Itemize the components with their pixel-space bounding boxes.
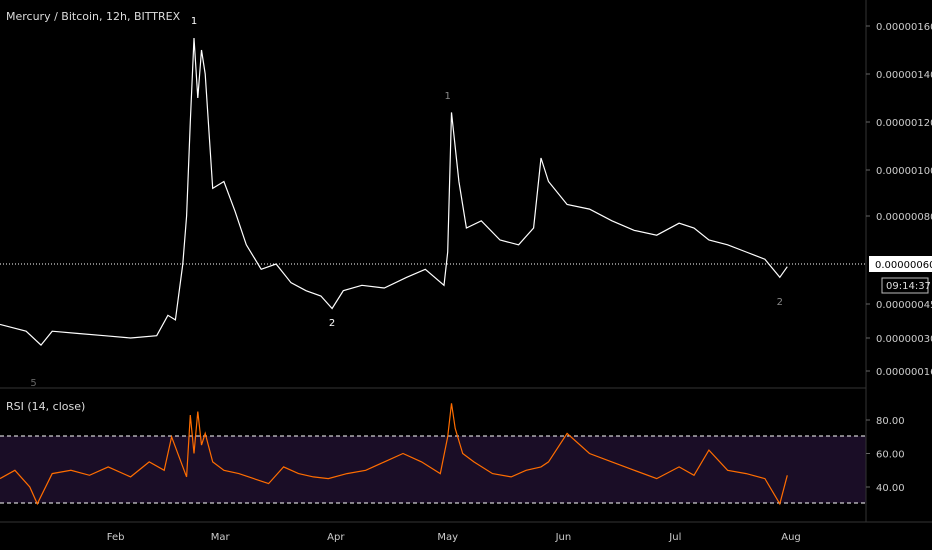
rsi-line bbox=[0, 403, 788, 506]
time-tick-label: Mar bbox=[211, 532, 231, 543]
chart-title: Mercury / Bitcoin, 12h, BITTREX bbox=[6, 10, 181, 23]
time-tick-label: Aug bbox=[781, 532, 801, 543]
price-axis: 0.00000160 0.00000140 0.00000120 0.00000100… bbox=[866, 22, 932, 378]
price-tick-label: 0.00000045 bbox=[876, 300, 932, 311]
rsi-tick-label: 80.00 bbox=[876, 416, 905, 427]
rsi-tick-label: 60.00 bbox=[876, 450, 905, 461]
wave-label: 1 bbox=[191, 16, 197, 27]
time-axis: Feb Mar Apr May Jun Jul Aug bbox=[107, 532, 801, 543]
time-tick-label: Apr bbox=[327, 532, 345, 543]
current-price-box bbox=[869, 256, 932, 272]
price-tick-label: 0.00000080 bbox=[876, 212, 932, 223]
price-tick-label: 0.00000120 bbox=[876, 118, 932, 129]
price-tick-label: 0.00000140 bbox=[876, 70, 932, 81]
countdown-box bbox=[881, 277, 929, 294]
time-tick-label: Jul bbox=[668, 532, 681, 543]
rsi-axis: 80.00 60.00 40.00 bbox=[866, 416, 905, 494]
price-tick-label: 0.00000030 bbox=[876, 334, 932, 345]
time-tick-label: Jun bbox=[555, 532, 572, 543]
price-tick-label: 0.00000100 bbox=[876, 166, 932, 177]
countdown-label: 09:14:37 bbox=[886, 281, 931, 292]
wave-label: 2 bbox=[329, 318, 335, 329]
rsi-title: RSI (14, close) bbox=[6, 400, 86, 413]
time-tick-label: Feb bbox=[107, 532, 125, 543]
price-tick-label: 0.00000160 bbox=[876, 22, 932, 33]
wave-label: 5 bbox=[30, 378, 36, 389]
wave-annotations: 1 2 1 2 5 bbox=[30, 16, 783, 389]
wave-label: 1 bbox=[445, 91, 451, 102]
price-tick-label: 0.00000016 bbox=[876, 367, 932, 378]
rsi-tick-label: 40.00 bbox=[876, 483, 905, 494]
price-line bbox=[0, 37, 788, 346]
current-price-label: 0.00000060 bbox=[875, 260, 932, 271]
wave-label: 2 bbox=[777, 297, 783, 308]
time-tick-label: May bbox=[437, 532, 458, 543]
price-series bbox=[0, 37, 788, 346]
rsi-series bbox=[0, 403, 788, 506]
